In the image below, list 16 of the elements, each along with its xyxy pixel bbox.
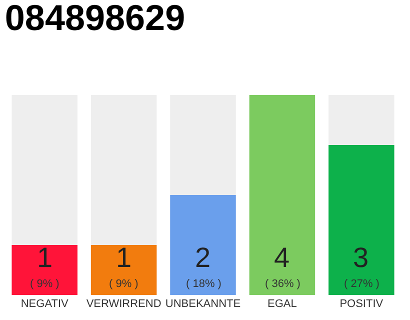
annotation: ( 36% ) (265, 278, 300, 290)
data-label: 2 (195, 242, 211, 273)
x-tick-label: POSITIV (340, 298, 384, 310)
data-label: 4 (274, 242, 290, 273)
data-label: 1 (37, 242, 53, 273)
data-label: 1 (116, 242, 132, 273)
x-tick-label: EGAL (268, 298, 297, 310)
x-tick-label: UNBEKANNTE (165, 298, 241, 310)
chart-title: 084898629 (4, 0, 186, 38)
data-label: 3 (353, 242, 369, 273)
annotation: ( 27% ) (344, 278, 380, 290)
annotation: ( 18% ) (186, 278, 222, 290)
annotation: ( 9% ) (109, 278, 138, 290)
x-tick-label: NEGATIV (20, 298, 69, 310)
x-tick-label: VERWIRREND (86, 298, 162, 310)
annotation: ( 9% ) (30, 278, 60, 290)
